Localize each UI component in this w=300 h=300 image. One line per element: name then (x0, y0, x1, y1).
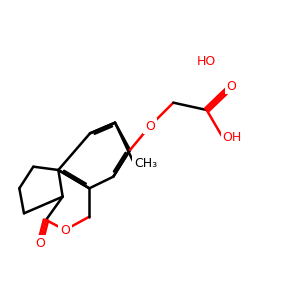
Text: HO: HO (197, 55, 216, 68)
Text: O: O (227, 80, 237, 92)
Text: OH: OH (223, 131, 242, 144)
Text: O: O (145, 119, 155, 133)
Text: CH₃: CH₃ (134, 157, 157, 170)
Text: O: O (60, 224, 70, 236)
Text: O: O (35, 237, 45, 250)
